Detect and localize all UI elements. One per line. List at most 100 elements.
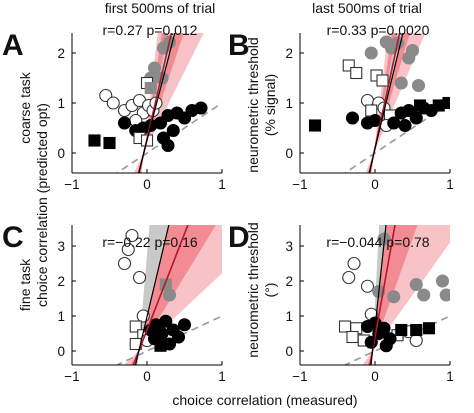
panel-letter: C bbox=[2, 221, 24, 254]
confidence-band-light bbox=[365, 33, 426, 173]
data-point-circle bbox=[387, 290, 401, 304]
data-point-circle bbox=[347, 256, 361, 271]
y-tick-label: 2 bbox=[285, 46, 293, 61]
data-point-square bbox=[376, 74, 389, 87]
data-point-circle bbox=[177, 318, 192, 332]
data-point-circle bbox=[166, 123, 180, 138]
panel-A: −1 0 1 0 1 2 A r=0.27 p=0.012 bbox=[2, 22, 226, 192]
x-tick-label: −1 bbox=[64, 177, 79, 192]
left-axis-label: choice correlation (predicted opt) bbox=[34, 103, 50, 307]
data-point-circle bbox=[411, 78, 426, 93]
y-tick-label: 0 bbox=[57, 146, 65, 161]
y-tick-label: 0 bbox=[57, 344, 65, 359]
data-point-circle bbox=[171, 330, 186, 344]
y-tick-label: 3 bbox=[285, 239, 293, 254]
panel-letter: D bbox=[228, 221, 250, 254]
y-tick-label: 0 bbox=[285, 146, 293, 161]
regression-line bbox=[138, 33, 173, 173]
confidence-band-dark bbox=[367, 33, 410, 173]
data-point-circle bbox=[132, 270, 147, 285]
stat-label: r=−0.22 p=0.16 bbox=[102, 234, 198, 250]
x-tick-label: 1 bbox=[218, 177, 226, 192]
identity-line bbox=[115, 315, 222, 365]
data-point-circle bbox=[161, 138, 175, 153]
data-point-square bbox=[342, 59, 355, 72]
row-label-fine: fine task bbox=[17, 258, 33, 311]
right-axis-label-top-line2: (% signal) bbox=[262, 74, 278, 136]
data-point-circle bbox=[394, 76, 408, 90]
data-point-square bbox=[338, 320, 352, 333]
optimal-line bbox=[370, 225, 387, 365]
optimal-line bbox=[137, 33, 176, 173]
column-header-last: last 500ms of trial bbox=[312, 0, 422, 16]
data-point-square bbox=[308, 119, 322, 132]
plot-area bbox=[308, 33, 450, 173]
panel-D: −1 0 1 0 1 2 3 D r=−0.044 p=0.78 bbox=[228, 221, 454, 384]
panel-B: −1 0 1 0 1 2 B r=0.33 p=0.0020 bbox=[228, 22, 454, 192]
identity-line bbox=[343, 102, 450, 173]
data-point-circle bbox=[439, 288, 450, 302]
data-point-square bbox=[103, 136, 116, 150]
x-tick-label: 1 bbox=[446, 177, 454, 192]
data-point-circle bbox=[398, 118, 412, 133]
x-tick-label: 1 bbox=[218, 369, 226, 384]
data-point-circle bbox=[342, 270, 356, 285]
x-tick-label: 0 bbox=[371, 369, 379, 384]
data-point-square bbox=[410, 323, 423, 337]
plot-area bbox=[115, 225, 222, 365]
data-point-circle bbox=[377, 321, 391, 335]
x-tick-label: 0 bbox=[143, 369, 151, 384]
data-point-circle bbox=[117, 256, 132, 271]
data-point-circle bbox=[162, 288, 177, 302]
data-point-circle bbox=[387, 116, 401, 130]
x-tick-label: −1 bbox=[292, 369, 307, 384]
data-point-circle bbox=[435, 274, 450, 288]
data-point-circle bbox=[405, 43, 420, 58]
stat-label: r=0.33 p=0.0020 bbox=[327, 22, 430, 38]
data-point-square bbox=[422, 322, 436, 335]
x-tick-label: 1 bbox=[446, 369, 454, 384]
plot-area bbox=[88, 33, 222, 173]
y-tick-label: 2 bbox=[57, 274, 65, 289]
data-point-square bbox=[154, 339, 167, 352]
x-tick-label: 0 bbox=[371, 177, 379, 192]
y-tick-label: 2 bbox=[57, 46, 65, 61]
x-axis-label: choice correlation (measured) bbox=[172, 392, 357, 408]
optimal-line bbox=[134, 225, 170, 365]
right-axis-label-bottom-line2: (°) bbox=[262, 283, 278, 298]
regression-line bbox=[132, 225, 189, 365]
data-point-circle bbox=[409, 277, 423, 292]
x-tick-label: −1 bbox=[292, 177, 307, 192]
data-point-square bbox=[413, 99, 427, 112]
panel-C: −1 0 1 0 1 2 3 C r=−0.22 p=0.16 bbox=[2, 221, 226, 384]
data-point-square bbox=[346, 330, 359, 344]
regression-line bbox=[368, 33, 401, 173]
data-point-circle bbox=[159, 314, 173, 328]
data-point-square bbox=[350, 66, 363, 80]
y-tick-label: 1 bbox=[57, 96, 65, 111]
right-axis-label-top-line1: neurometric threshold bbox=[245, 37, 261, 172]
row-label-coarse: coarse task bbox=[17, 71, 33, 144]
data-point-circle bbox=[364, 46, 378, 60]
data-point-circle bbox=[417, 288, 431, 302]
data-point-circle bbox=[409, 111, 423, 125]
panel-letter: A bbox=[2, 29, 24, 62]
data-point-circle bbox=[106, 96, 120, 110]
data-point-circle bbox=[409, 333, 423, 348]
stat-label: r=0.27 p=0.012 bbox=[103, 22, 198, 38]
column-header-first: first 500ms of trial bbox=[105, 0, 215, 16]
data-point-square bbox=[88, 134, 101, 147]
data-point-circle bbox=[125, 228, 139, 243]
plot-area bbox=[338, 225, 450, 365]
data-point-circle bbox=[379, 339, 393, 353]
identity-line bbox=[115, 102, 222, 173]
y-tick-label: 1 bbox=[285, 309, 293, 324]
stat-label: r=−0.044 p=0.78 bbox=[326, 234, 429, 250]
y-tick-label: 1 bbox=[285, 96, 293, 111]
data-point-square bbox=[395, 323, 408, 337]
data-point-circle bbox=[121, 242, 135, 257]
x-tick-label: −1 bbox=[64, 369, 79, 384]
y-tick-label: 3 bbox=[57, 239, 65, 254]
data-point-circle bbox=[194, 101, 208, 115]
